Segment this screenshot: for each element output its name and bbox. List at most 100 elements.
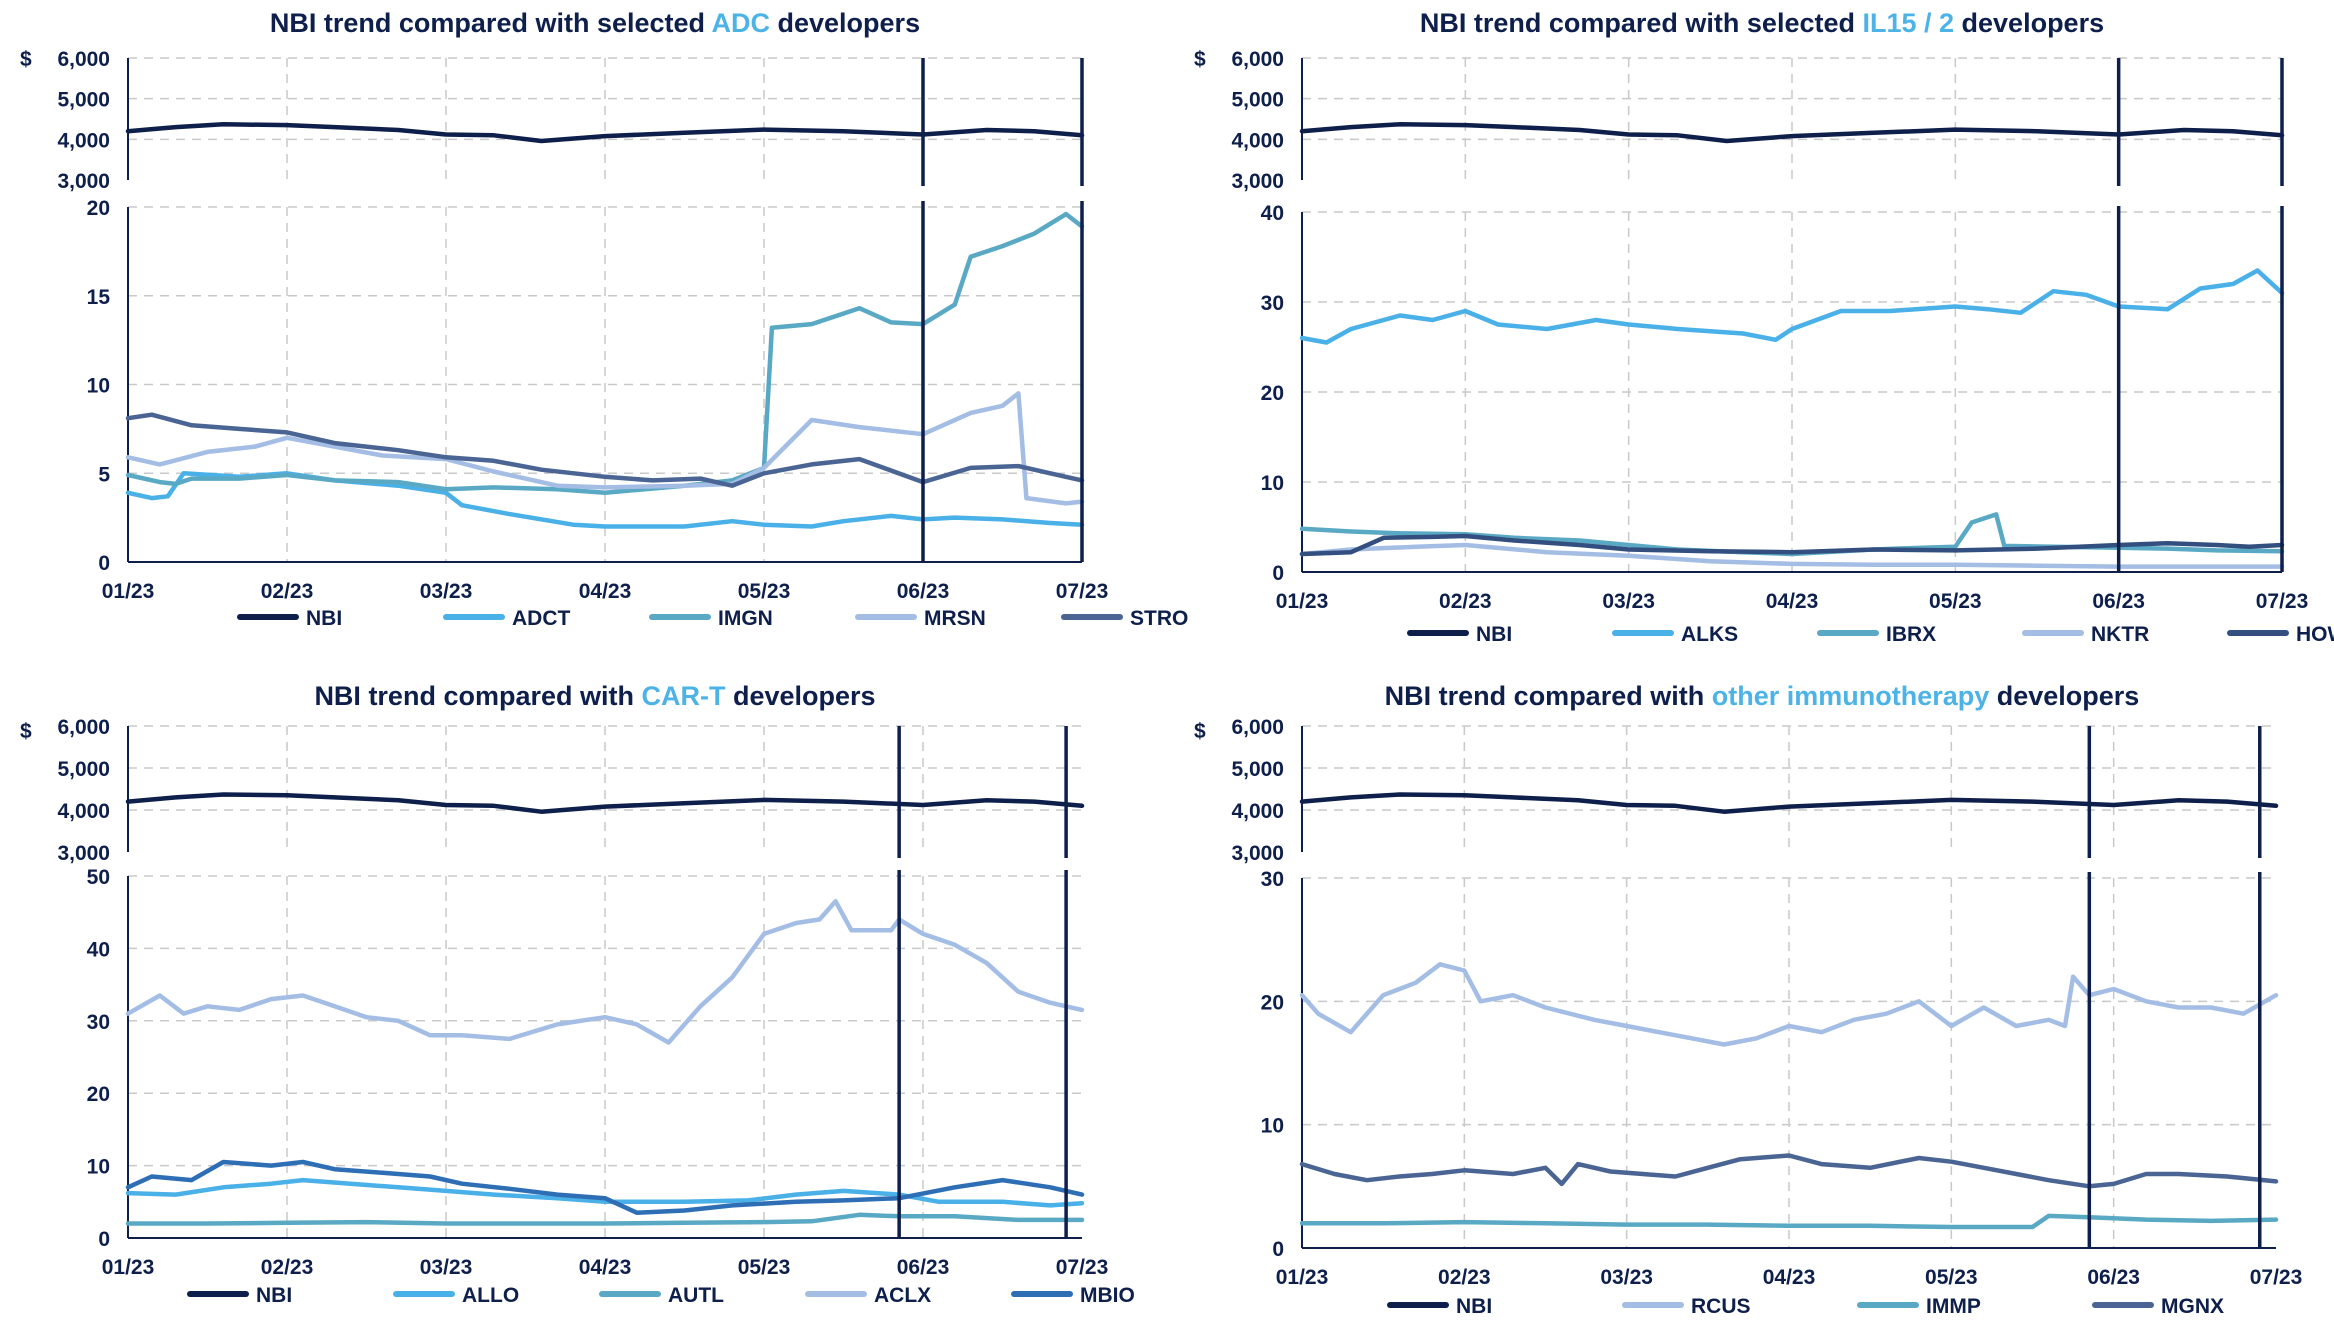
series-line-allo	[125, 1177, 1085, 1208]
x-tick-label: 06/23	[897, 580, 950, 603]
series-line-mrsn	[125, 391, 1085, 506]
lower-y-tick-label: 30	[87, 1011, 110, 1034]
lower-y-tick-label: 10	[1261, 472, 1284, 495]
currency-label: $	[20, 720, 32, 743]
x-tick-label: 04/23	[1766, 590, 1819, 613]
chart-title: NBI trend compared with selected IL15 / …	[1420, 8, 2104, 38]
upper-y-tick-label: 3,000	[1231, 170, 1284, 193]
legend-label-allo: ALLO	[462, 1284, 519, 1307]
upper-y-tick-label: 6,000	[1231, 716, 1284, 739]
series-line-howl	[1299, 533, 2285, 557]
series-line-autl	[125, 1212, 1085, 1226]
legend-label-nbi: NBI	[306, 607, 342, 630]
legend-label-mgnx: MGNX	[2161, 1295, 2224, 1318]
legend-label-stro: STRO	[1130, 607, 1188, 630]
lower-y-tick-label: 15	[87, 286, 111, 309]
x-tick-label: 03/23	[1602, 590, 1655, 613]
upper-y-tick-label: 3,000	[1231, 842, 1284, 865]
currency-label: $	[20, 48, 32, 71]
upper-y-tick-label: 4,000	[1231, 129, 1284, 152]
chart-title-prefix: NBI trend compared with	[1385, 681, 1712, 711]
upper-y-tick-label: 5,000	[57, 758, 110, 781]
series-line-nbi	[1299, 122, 2285, 144]
legend-label-immp: IMMP	[1926, 1295, 1981, 1318]
series-line-rcus	[1299, 962, 2279, 1047]
upper-y-tick-label: 4,000	[57, 129, 110, 152]
lower-y-tick-label: 10	[87, 1156, 110, 1179]
lower-y-tick-label: 0	[98, 552, 110, 575]
x-tick-label: 06/23	[2087, 1266, 2140, 1289]
legend-label-nbi: NBI	[1476, 623, 1512, 646]
chart-title-suffix: developers	[1954, 8, 2104, 38]
x-tick-label: 02/23	[261, 580, 314, 603]
currency-label: $	[1194, 720, 1206, 743]
chart-title: NBI trend compared with CAR-T developers	[314, 681, 875, 711]
x-tick-label: 05/23	[1925, 1266, 1978, 1289]
x-tick-label: 01/23	[102, 1256, 155, 1279]
upper-y-tick-label: 5,000	[57, 89, 110, 112]
x-tick-label: 07/23	[1056, 1256, 1109, 1279]
upper-y-tick-label: 6,000	[57, 48, 110, 71]
x-tick-label: 07/23	[1056, 580, 1109, 603]
series-line-nbi	[125, 792, 1085, 814]
lower-y-tick-label: 40	[87, 938, 110, 961]
lower-y-tick-label: 50	[87, 866, 110, 889]
legend-label-mrsn: MRSN	[924, 607, 986, 630]
upper-y-tick-label: 5,000	[1231, 89, 1284, 112]
legend-label-aclx: ACLX	[874, 1284, 931, 1307]
x-tick-label: 01/23	[1276, 1266, 1329, 1289]
chart-panel-3: NBI trend compared with CAR-T developers…	[20, 681, 1135, 1307]
legend-label-nbi: NBI	[1456, 1295, 1492, 1318]
legend-label-adct: ADCT	[512, 607, 570, 630]
upper-y-tick-label: 6,000	[1231, 48, 1284, 71]
x-tick-label: 01/23	[1276, 590, 1329, 613]
chart-title-highlight: other immunotherapy	[1712, 681, 1990, 711]
series-line-alks	[1299, 268, 2285, 345]
lower-y-tick-label: 20	[87, 1083, 110, 1106]
series-line-mgnx	[1299, 1153, 2279, 1189]
x-tick-label: 03/23	[420, 1256, 473, 1279]
chart-title-highlight: IL15 / 2	[1862, 8, 1954, 38]
x-tick-label: 01/23	[102, 580, 155, 603]
legend-label-alks: ALKS	[1681, 623, 1738, 646]
series-line-nbi	[125, 122, 1085, 144]
lower-y-tick-label: 0	[1272, 562, 1284, 585]
series-line-immp	[1299, 1213, 2279, 1230]
upper-y-tick-label: 3,000	[57, 170, 110, 193]
chart-panel-1: NBI trend compared with selected ADC dev…	[20, 8, 1188, 630]
x-tick-label: 02/23	[1439, 590, 1492, 613]
chart-panel-2: NBI trend compared with selected IL15 / …	[1194, 8, 2334, 646]
lower-y-tick-label: 30	[1261, 868, 1284, 891]
lower-y-tick-label: 10	[1261, 1115, 1284, 1138]
lower-y-tick-label: 20	[1261, 382, 1284, 405]
legend-label-nbi: NBI	[256, 1284, 292, 1307]
lower-y-tick-label: 0	[1272, 1238, 1284, 1261]
lower-y-tick-label: 10	[87, 375, 110, 398]
upper-y-tick-label: 6,000	[57, 716, 110, 739]
lower-y-tick-label: 30	[1261, 292, 1284, 315]
lower-y-tick-label: 5	[98, 463, 110, 486]
chart-title-highlight: ADC	[712, 8, 771, 38]
lower-y-tick-label: 0	[98, 1228, 110, 1251]
x-tick-label: 04/23	[579, 580, 632, 603]
lower-y-tick-label: 20	[1261, 991, 1284, 1014]
chart-title-highlight: CAR-T	[641, 681, 725, 711]
legend-label-autl: AUTL	[668, 1284, 724, 1307]
x-tick-label: 06/23	[897, 1256, 950, 1279]
series-line-adct	[125, 471, 1085, 529]
upper-y-tick-label: 3,000	[57, 842, 110, 865]
x-tick-label: 05/23	[738, 1256, 791, 1279]
series-line-mbio	[125, 1159, 1085, 1215]
chart-title: NBI trend compared with other immunother…	[1385, 681, 2140, 711]
x-tick-label: 04/23	[1763, 1266, 1816, 1289]
chart-title: NBI trend compared with selected ADC dev…	[270, 8, 920, 38]
x-tick-label: 03/23	[420, 580, 473, 603]
chart-panel-4: NBI trend compared with other immunother…	[1194, 681, 2302, 1318]
chart-title-suffix: developers	[1989, 681, 2139, 711]
x-tick-label: 05/23	[1929, 590, 1982, 613]
x-tick-label: 07/23	[2250, 1266, 2303, 1289]
upper-y-tick-label: 5,000	[1231, 758, 1284, 781]
currency-label: $	[1194, 48, 1206, 71]
x-tick-label: 03/23	[1600, 1266, 1653, 1289]
